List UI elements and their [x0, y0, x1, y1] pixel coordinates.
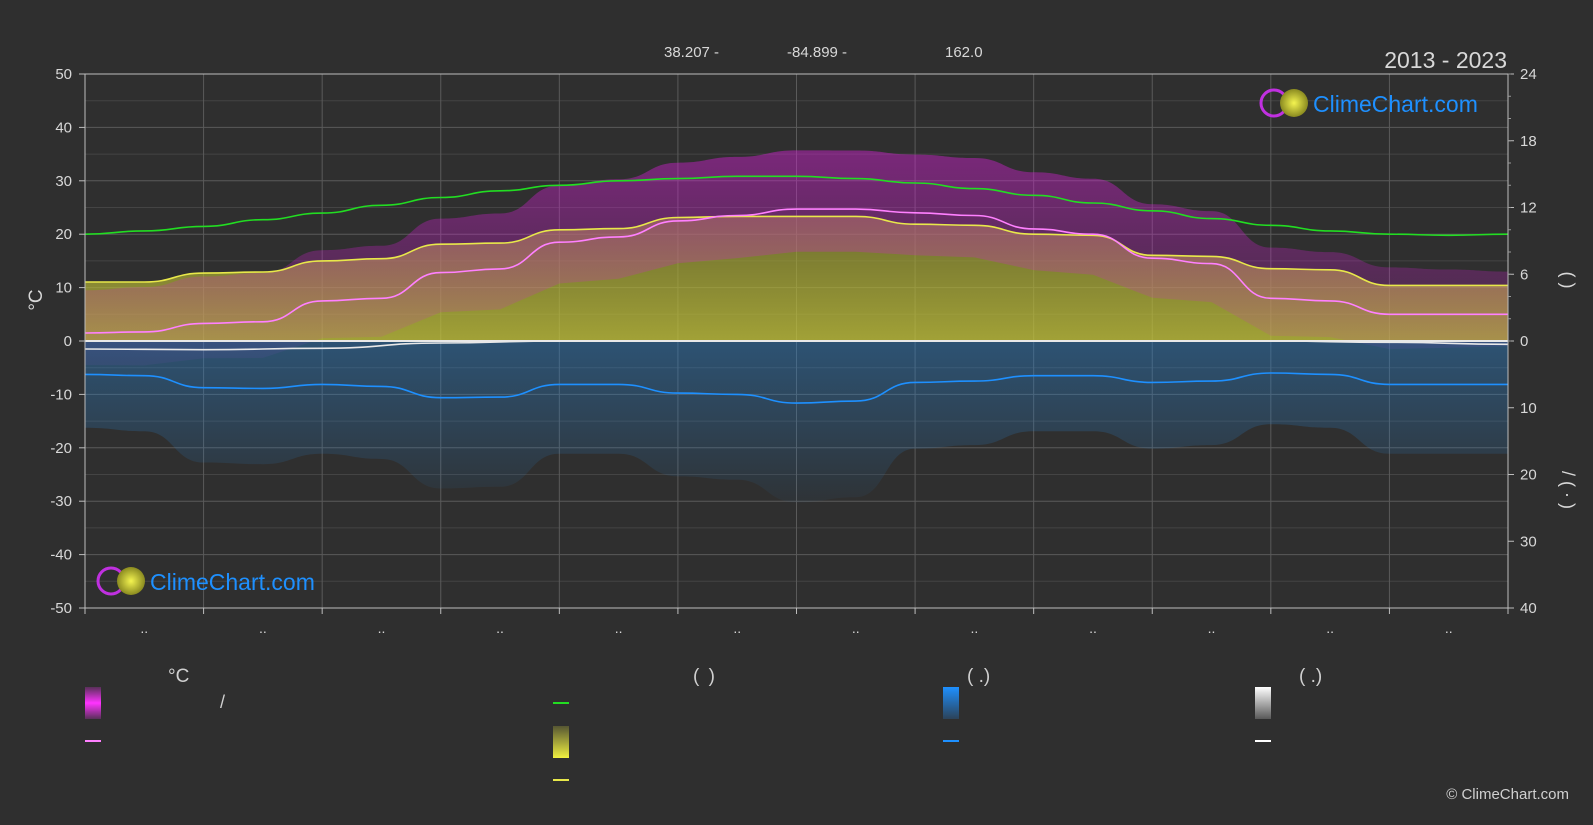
right-top-tick-label: 12: [1520, 200, 1537, 217]
left-tick-label: 50: [55, 66, 72, 83]
legend-sun-title: ( ): [693, 666, 717, 687]
logo-bottom-text: ClimeChart.com: [150, 569, 315, 595]
left-tick-label: -10: [50, 386, 72, 403]
sunshine-line: [84, 215, 1508, 287]
legend-temp-separator: /: [220, 692, 226, 712]
legend-snow-band-swatch: [1255, 687, 1271, 719]
right-axis-top-label: ( ): [1558, 272, 1578, 289]
left-tick-label: 30: [55, 173, 72, 190]
legend: °C ( ) ( .) ( .) /: [0, 650, 1593, 800]
left-tick-label: -30: [50, 493, 72, 510]
left-tick-label: 20: [55, 226, 72, 243]
x-tick-label: ..: [496, 620, 504, 636]
precipitation-mean-line: [84, 372, 1508, 404]
legend-temp-title: °C: [168, 666, 190, 687]
right-bottom-tick-label: 10: [1520, 400, 1537, 417]
x-tick-label: ..: [1445, 620, 1453, 636]
x-tick-label: ..: [733, 620, 741, 636]
legend-snow-line-swatch: [1255, 740, 1271, 742]
legend-temp-band-swatch: [85, 687, 101, 719]
period-title: 2013 - 2023: [1384, 47, 1507, 73]
daylight-line: [84, 175, 1509, 237]
left-tick-label: 10: [55, 280, 72, 297]
elevation-text: 162.0: [945, 44, 983, 61]
copyright: © ClimeChart.com: [1446, 786, 1569, 803]
x-tick-label: ..: [615, 620, 623, 636]
right-axis-bottom-label: / ( · ): [1558, 471, 1578, 509]
temperature-mean-line: [84, 208, 1508, 334]
logo-sun-icon: [1280, 89, 1308, 117]
x-tick-label: ..: [1326, 620, 1334, 636]
legend-sunshine-band-swatch: [553, 726, 569, 758]
x-tick-label: ..: [1208, 620, 1216, 636]
legend-precip-line-swatch: [943, 740, 959, 742]
right-top-tick-label: 0: [1520, 333, 1528, 350]
left-tick-label: 40: [55, 119, 72, 136]
legend-precip-title: ( .): [967, 666, 991, 687]
longitude-text: -84.899 -: [787, 44, 847, 61]
x-tick-label: ..: [852, 620, 860, 636]
right-bottom-tick-label: 30: [1520, 533, 1537, 550]
legend-snow-title: ( .): [1299, 666, 1323, 687]
right-bottom-tick-label: 40: [1520, 600, 1537, 617]
logo-top[interactable]: ClimeChart.com: [1259, 88, 1478, 118]
logo-sun-icon: [117, 567, 145, 595]
logo-top-text: ClimeChart.com: [1313, 91, 1478, 117]
x-tick-label: ..: [259, 620, 267, 636]
legend-sunshine-line-swatch: [553, 779, 569, 781]
axes: 50 40 30 20 10 0 -10 -20 -30 -40 -50 24 18 12 6 0 10 20 30…: [50, 66, 1536, 636]
logo-bottom[interactable]: ClimeChart.com: [96, 566, 315, 596]
left-tick-label: 0: [64, 333, 72, 350]
right-top-tick-label: 24: [1520, 66, 1537, 83]
x-tick-label: ..: [140, 620, 148, 636]
left-tick-label: -40: [50, 547, 72, 564]
precipitation-area: [85, 341, 1508, 503]
left-tick-label: -50: [50, 600, 72, 617]
legend-daylight-line-swatch: [553, 702, 569, 704]
legend-temp-line-swatch: [85, 740, 101, 742]
right-top-tick-label: 18: [1520, 133, 1537, 150]
left-axis-label: °C: [26, 289, 47, 310]
right-bottom-tick-label: 20: [1520, 467, 1537, 484]
temperature-range-band: [85, 150, 1508, 366]
x-tick-label: ..: [1089, 620, 1097, 636]
x-tick-label: ..: [378, 620, 386, 636]
x-tick-label: ..: [970, 620, 978, 636]
right-top-tick-label: 6: [1520, 266, 1528, 283]
legend-precip-band-swatch: [943, 687, 959, 719]
climate-chart: 50 40 30 20 10 0 -10 -20 -30 -40 -50 24 18 12 6 0 10 20 30…: [26, 44, 1578, 636]
data-bands: [85, 150, 1508, 503]
left-tick-label: -20: [50, 440, 72, 457]
latitude-text: 38.207 -: [664, 44, 719, 61]
